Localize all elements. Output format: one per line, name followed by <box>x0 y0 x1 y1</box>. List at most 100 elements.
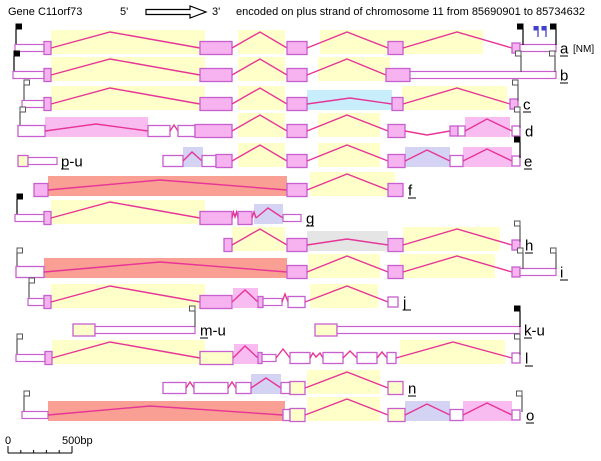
intron-line <box>50 87 201 105</box>
transcript-j: j <box>27 277 411 312</box>
intron-line <box>231 289 259 303</box>
transcript-label-p-u[interactable]: p-u <box>61 154 83 171</box>
intron-highlight <box>405 401 450 421</box>
exon-box <box>322 351 344 365</box>
transcript-label-o[interactable]: o <box>526 408 534 425</box>
intron-line <box>402 255 513 273</box>
white-flag-icon <box>517 247 524 254</box>
header: Gene C11orf73 5' 3' encoded on plus stra… <box>0 0 601 26</box>
exon-box <box>72 323 96 337</box>
exon-box <box>286 182 308 198</box>
intron-highlight <box>234 344 258 364</box>
intron-line <box>404 403 451 416</box>
intron-line <box>275 347 291 359</box>
transcript-l: l <box>15 333 533 368</box>
intron-line <box>304 371 389 389</box>
intron-line <box>43 261 288 273</box>
intron-line <box>304 398 389 416</box>
intron-highlight <box>45 117 148 137</box>
transcript-d: d <box>17 106 533 141</box>
intron-line <box>462 402 513 416</box>
exon-box <box>449 408 464 422</box>
intron-highlight <box>183 147 203 167</box>
transcript-label-g[interactable]: g <box>306 211 314 228</box>
exon-box <box>257 295 264 309</box>
utr-box <box>21 410 49 420</box>
white-flag-icon <box>516 390 523 397</box>
intron-highlight <box>48 176 287 196</box>
transcript-label-f[interactable]: f <box>408 183 413 200</box>
transcript-label-j[interactable]: j <box>402 295 406 312</box>
exon-box <box>147 124 171 138</box>
intron-line <box>232 345 259 359</box>
exon-box <box>215 153 233 169</box>
transcript-p-u: p-u <box>17 154 83 171</box>
intron-line <box>227 380 237 389</box>
intron-line <box>231 144 288 162</box>
utr-box <box>336 325 521 335</box>
intron-line <box>404 149 451 162</box>
intron-line <box>306 255 389 273</box>
transcript-f: f <box>33 172 416 200</box>
intron-highlight <box>51 200 205 224</box>
exon-box <box>286 237 308 253</box>
exon-box <box>387 153 406 169</box>
exon-box <box>199 40 233 56</box>
white-flag-icon <box>514 220 521 227</box>
transcript-label-b[interactable]: b <box>560 68 568 85</box>
exon-box <box>280 381 291 395</box>
exon-box <box>17 124 46 138</box>
transcript-label-m-u[interactable]: m-u <box>200 323 226 340</box>
exon-box <box>286 153 308 169</box>
transcript-label-a[interactable]: a <box>560 41 569 58</box>
transcript-o: o <box>21 390 534 425</box>
transcript-label-h[interactable]: h <box>525 238 533 255</box>
intron-highlight <box>233 288 258 308</box>
intron-highlight <box>52 340 205 364</box>
utr-box <box>519 43 557 53</box>
exon-box <box>286 96 308 112</box>
white-flag-icon <box>515 50 522 57</box>
scale-zero-label: 0 <box>5 435 11 447</box>
exon-box <box>257 351 263 365</box>
exon-box <box>199 96 233 112</box>
white-flag-icon <box>23 390 30 397</box>
transcript-label-l[interactable]: l <box>525 351 528 368</box>
transcript-label-i[interactable]: i <box>560 265 563 282</box>
transcript-label-c[interactable]: c <box>523 97 531 114</box>
exon-box <box>43 294 52 310</box>
intron-line <box>306 173 389 191</box>
exon-box <box>287 295 306 309</box>
intron-highlight <box>405 147 450 167</box>
exon-box <box>15 265 45 279</box>
transcript-g: g <box>14 193 314 228</box>
transcript-h: h <box>223 220 533 255</box>
exon-box <box>162 154 184 168</box>
utr-box <box>409 70 557 80</box>
transcript-n: n <box>162 370 416 398</box>
exon-box <box>387 264 404 280</box>
intron-highlight <box>463 147 512 167</box>
intron-line <box>182 151 203 162</box>
transcript-label-e[interactable]: e <box>524 154 532 171</box>
transcript-label-n[interactable]: n <box>408 381 416 398</box>
intron-line <box>51 341 201 359</box>
exon-box <box>43 40 52 56</box>
transcript-label-d[interactable]: d <box>525 124 533 141</box>
intron-line <box>306 31 389 49</box>
white-flag-icon <box>514 106 521 113</box>
intron-line <box>404 130 451 136</box>
transcript-m-u: m-u <box>72 305 226 340</box>
three-prime-label: 3' <box>212 6 221 18</box>
blue-flag-icon <box>533 26 538 31</box>
intron-line <box>402 31 513 49</box>
transcript-label-k-u[interactable]: k-u <box>524 323 545 340</box>
exon-box <box>237 210 253 226</box>
exon-box <box>387 407 406 423</box>
intron-line <box>185 380 195 389</box>
strand-direction-arrow-icon <box>145 5 208 19</box>
intron-line <box>231 209 239 220</box>
white-flag-icon <box>512 79 519 86</box>
transcript-c: c <box>21 79 531 114</box>
